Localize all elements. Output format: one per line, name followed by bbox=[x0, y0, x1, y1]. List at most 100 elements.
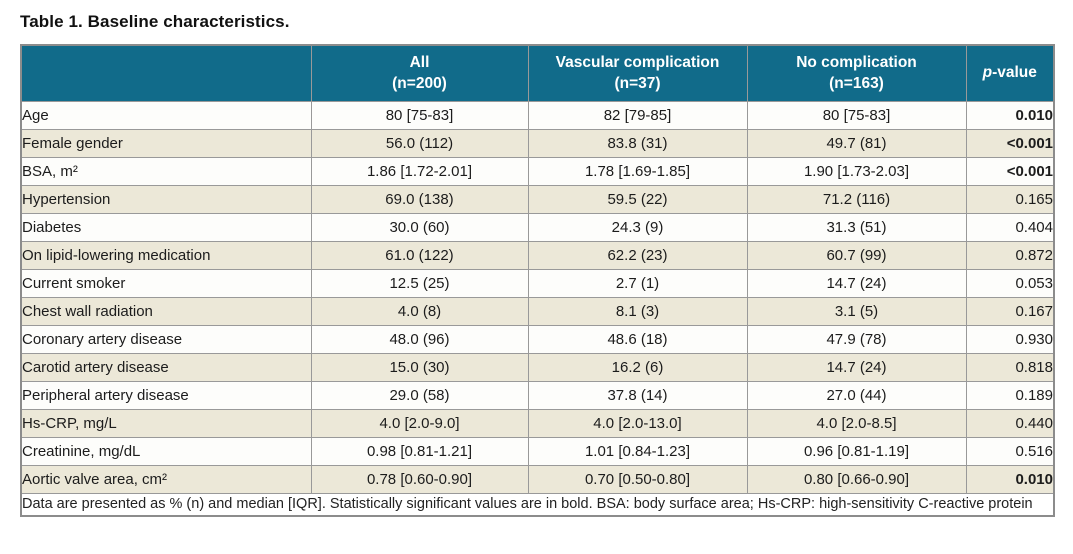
row-nocomplication-cell: 80 [75-83] bbox=[746, 101, 967, 130]
table-row: Carotid artery disease 15.0 (30) 16.2 (6… bbox=[20, 353, 1055, 382]
row-pvalue-cell: 0.440 bbox=[965, 409, 1055, 438]
row-pvalue-cell: 0.010 bbox=[965, 465, 1055, 494]
table-title: Table 1. Baseline characteristics. bbox=[20, 12, 290, 31]
header-empty-cell bbox=[21, 44, 312, 102]
footnote-row: Data are presented as % (n) and median [… bbox=[20, 493, 1055, 517]
row-pvalue-cell: 0.165 bbox=[965, 185, 1055, 214]
pvalue-italic-p: p bbox=[982, 64, 993, 82]
row-vascular-cell: 48.6 (18) bbox=[527, 325, 748, 354]
table-row: Aortic valve area, cm² 0.78 [0.60-0.90] … bbox=[20, 465, 1055, 494]
row-vascular-cell: 16.2 (6) bbox=[527, 353, 748, 382]
header-col-vascular-name: Vascular complication bbox=[555, 53, 720, 71]
row-pvalue-cell: 0.010 bbox=[965, 101, 1055, 130]
row-vascular-cell: 82 [79-85] bbox=[527, 101, 748, 130]
row-pvalue-cell: 0.167 bbox=[965, 297, 1055, 326]
row-pvalue-cell: 0.818 bbox=[965, 353, 1055, 382]
row-vascular-cell: 1.78 [1.69-1.85] bbox=[527, 157, 748, 186]
row-pvalue-cell: 0.516 bbox=[965, 437, 1055, 466]
row-label-cell: Chest wall radiation bbox=[20, 297, 312, 326]
row-label-cell: Hypertension bbox=[20, 185, 312, 214]
footnote-text: Data are presented as % (n) and median [… bbox=[20, 493, 1055, 517]
row-all-cell: 0.98 [0.81-1.21] bbox=[310, 437, 529, 466]
row-vascular-cell: 24.3 (9) bbox=[527, 213, 748, 242]
row-all-cell: 0.78 [0.60-0.90] bbox=[310, 465, 529, 494]
row-vascular-cell: 2.7 (1) bbox=[527, 269, 748, 298]
row-all-cell: 80 [75-83] bbox=[310, 101, 529, 130]
row-vascular-cell: 4.0 [2.0-13.0] bbox=[527, 409, 748, 438]
row-nocomplication-cell: 27.0 (44) bbox=[746, 381, 967, 410]
row-all-cell: 12.5 (25) bbox=[310, 269, 529, 298]
table-row: Diabetes 30.0 (60) 24.3 (9) 31.3 (51) 0.… bbox=[20, 213, 1055, 242]
row-label-cell: Age bbox=[20, 101, 312, 130]
row-label-cell: Female gender bbox=[20, 129, 312, 158]
row-label-cell: BSA, m² bbox=[20, 157, 312, 186]
row-all-cell: 29.0 (58) bbox=[310, 381, 529, 410]
row-label-cell: Current smoker bbox=[20, 269, 312, 298]
table-body: Age 80 [75-83] 82 [79-85] 80 [75-83] 0.0… bbox=[20, 101, 1055, 494]
row-pvalue-cell: 0.404 bbox=[965, 213, 1055, 242]
row-label-cell: Diabetes bbox=[20, 213, 312, 242]
row-nocomplication-cell: 14.7 (24) bbox=[746, 269, 967, 298]
table-row: On lipid-lowering medication 61.0 (122) … bbox=[20, 241, 1055, 270]
row-pvalue-cell: 0.930 bbox=[965, 325, 1055, 354]
row-vascular-cell: 62.2 (23) bbox=[527, 241, 748, 270]
row-vascular-cell: 1.01 [0.84-1.23] bbox=[527, 437, 748, 466]
table-row: Chest wall radiation 4.0 (8) 8.1 (3) 3.1… bbox=[20, 297, 1055, 326]
row-vascular-cell: 83.8 (31) bbox=[527, 129, 748, 158]
baseline-characteristics-table: All (n=200) Vascular complication (n=37)… bbox=[20, 44, 1055, 518]
table-row: Coronary artery disease 48.0 (96) 48.6 (… bbox=[20, 325, 1055, 354]
row-all-cell: 61.0 (122) bbox=[310, 241, 529, 270]
row-nocomplication-cell: 60.7 (99) bbox=[746, 241, 967, 270]
row-nocomplication-cell: 3.1 (5) bbox=[746, 297, 967, 326]
header-col-vascular-n: (n=37) bbox=[614, 74, 661, 92]
row-label-cell: Carotid artery disease bbox=[20, 353, 312, 382]
row-label-cell: Hs-CRP, mg/L bbox=[20, 409, 312, 438]
header-col-nocomplication-n: (n=163) bbox=[829, 74, 884, 92]
table-row: Hs-CRP, mg/L 4.0 [2.0-9.0] 4.0 [2.0-13.0… bbox=[20, 409, 1055, 438]
row-label-cell: Coronary artery disease bbox=[20, 325, 312, 354]
row-all-cell: 4.0 [2.0-9.0] bbox=[310, 409, 529, 438]
row-all-cell: 69.0 (138) bbox=[310, 185, 529, 214]
table-footer: Data are presented as % (n) and median [… bbox=[20, 493, 1055, 517]
header-col-nocomplication: No complication (n=163) bbox=[746, 44, 967, 102]
row-nocomplication-cell: 71.2 (116) bbox=[746, 185, 967, 214]
table-row: Age 80 [75-83] 82 [79-85] 80 [75-83] 0.0… bbox=[20, 101, 1055, 130]
header-col-all-n: (n=200) bbox=[392, 74, 447, 92]
table-row: Creatinine, mg/dL 0.98 [0.81-1.21] 1.01 … bbox=[20, 437, 1055, 466]
row-pvalue-cell: <0.001 bbox=[965, 157, 1055, 186]
header-row: All (n=200) Vascular complication (n=37)… bbox=[21, 44, 1054, 102]
row-pvalue-cell: 0.872 bbox=[965, 241, 1055, 270]
row-nocomplication-cell: 47.9 (78) bbox=[746, 325, 967, 354]
row-all-cell: 48.0 (96) bbox=[310, 325, 529, 354]
row-vascular-cell: 37.8 (14) bbox=[527, 381, 748, 410]
table-row: Peripheral artery disease 29.0 (58) 37.8… bbox=[20, 381, 1055, 410]
row-all-cell: 15.0 (30) bbox=[310, 353, 529, 382]
table-row: Hypertension 69.0 (138) 59.5 (22) 71.2 (… bbox=[20, 185, 1055, 214]
table-row: Female gender 56.0 (112) 83.8 (31) 49.7 … bbox=[20, 129, 1055, 158]
row-label-cell: Peripheral artery disease bbox=[20, 381, 312, 410]
header-col-vascular: Vascular complication (n=37) bbox=[527, 44, 748, 102]
table-row: Current smoker 12.5 (25) 2.7 (1) 14.7 (2… bbox=[20, 269, 1055, 298]
row-label-cell: Aortic valve area, cm² bbox=[20, 465, 312, 494]
row-nocomplication-cell: 0.96 [0.81-1.19] bbox=[746, 437, 967, 466]
row-vascular-cell: 0.70 [0.50-0.80] bbox=[527, 465, 748, 494]
header-col-all-name: All bbox=[409, 53, 430, 71]
row-label-cell: On lipid-lowering medication bbox=[20, 241, 312, 270]
table-header: All (n=200) Vascular complication (n=37)… bbox=[21, 44, 1054, 102]
row-nocomplication-cell: 1.90 [1.73-2.03] bbox=[746, 157, 967, 186]
row-nocomplication-cell: 4.0 [2.0-8.5] bbox=[746, 409, 967, 438]
row-all-cell: 1.86 [1.72-2.01] bbox=[310, 157, 529, 186]
row-label-cell: Creatinine, mg/dL bbox=[20, 437, 312, 466]
row-all-cell: 30.0 (60) bbox=[310, 213, 529, 242]
header-col-all: All (n=200) bbox=[310, 44, 529, 102]
row-pvalue-cell: <0.001 bbox=[965, 129, 1055, 158]
row-all-cell: 56.0 (112) bbox=[310, 129, 529, 158]
row-nocomplication-cell: 49.7 (81) bbox=[746, 129, 967, 158]
table-row: BSA, m² 1.86 [1.72-2.01] 1.78 [1.69-1.85… bbox=[20, 157, 1055, 186]
row-nocomplication-cell: 14.7 (24) bbox=[746, 353, 967, 382]
pvalue-rest: -value bbox=[992, 64, 1037, 82]
header-col-pvalue: p-value bbox=[965, 44, 1054, 102]
row-nocomplication-cell: 31.3 (51) bbox=[746, 213, 967, 242]
header-col-nocomplication-name: No complication bbox=[796, 53, 917, 71]
